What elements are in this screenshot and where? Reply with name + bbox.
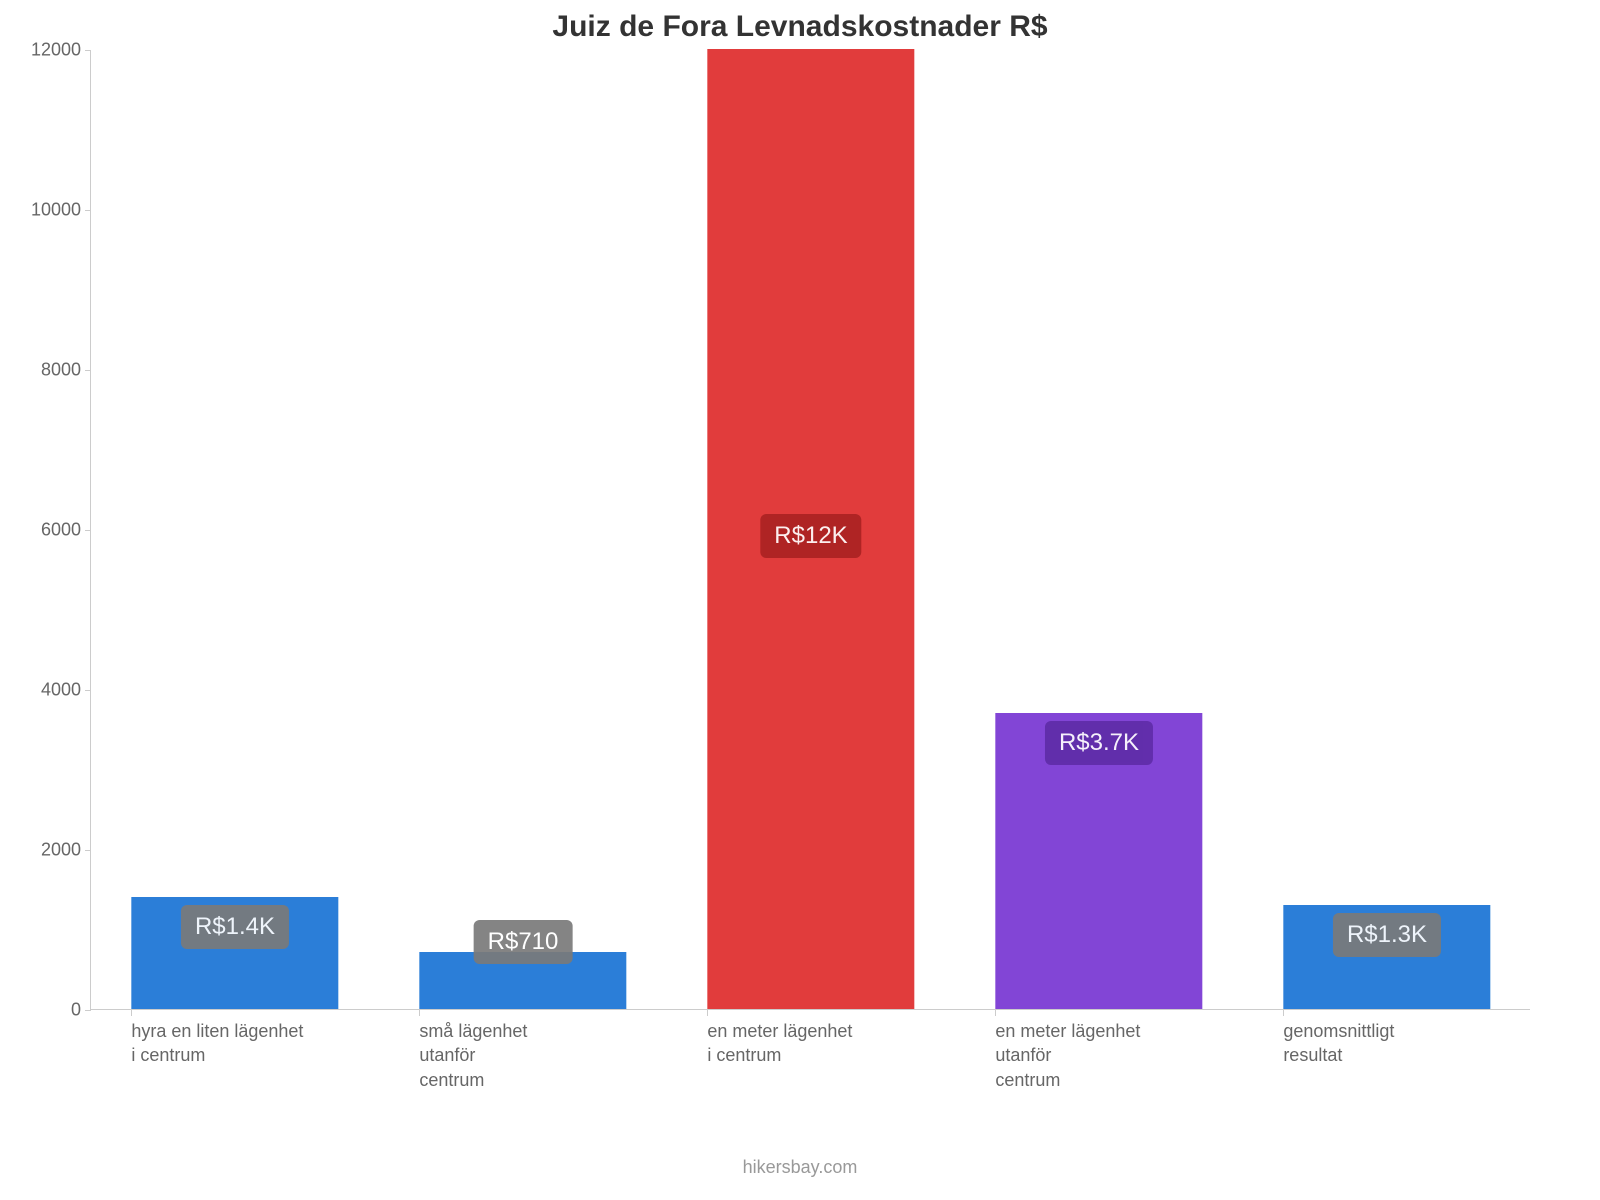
y-tick-mark [85,1010,91,1011]
bar-value-label: R$1.3K [1333,913,1441,957]
bar-slot: R$1.4Khyra en liten lägenheti centrum [91,50,379,1009]
x-axis-label: små lägenhetutanförcentrum [419,1009,646,1092]
cost-of-living-chart: Juiz de Fora Levnadskostnader R$ R$1.4Kh… [0,0,1600,1200]
y-tick-label: 0 [31,1000,81,1021]
bar-value-label: R$12K [760,514,861,558]
x-axis-label: en meter lägenhetutanförcentrum [995,1009,1222,1092]
plot-area: R$1.4Khyra en liten lägenheti centrumR$7… [90,50,1530,1010]
y-tick-mark [85,50,91,51]
bar-slot: R$1.3Kgenomsnittligtresultat [1243,50,1531,1009]
x-axis-label: hyra en liten lägenheti centrum [131,1009,358,1068]
y-tick-label: 12000 [31,40,81,61]
y-tick-label: 4000 [31,680,81,701]
bar-slot: R$12Ken meter lägenheti centrum [667,50,955,1009]
attribution-text: hikersbay.com [0,1157,1600,1178]
bar-slot: R$710små lägenhetutanförcentrum [379,50,667,1009]
y-tick-label: 6000 [31,520,81,541]
y-tick-label: 10000 [31,200,81,221]
y-tick-label: 2000 [31,840,81,861]
chart-title: Juiz de Fora Levnadskostnader R$ [0,10,1600,44]
y-tick-mark [85,850,91,851]
x-axis-label: en meter lägenheti centrum [707,1009,934,1068]
bar-value-label: R$3.7K [1045,721,1153,765]
y-tick-mark [85,690,91,691]
y-tick-label: 8000 [31,360,81,381]
bar-value-label: R$710 [474,920,573,964]
x-axis-label: genomsnittligtresultat [1283,1009,1510,1068]
bar-slot: R$3.7Ken meter lägenhetutanförcentrum [955,50,1243,1009]
y-tick-mark [85,530,91,531]
bar-value-label: R$1.4K [181,905,289,949]
y-tick-mark [85,210,91,211]
bars-container: R$1.4Khyra en liten lägenheti centrumR$7… [91,50,1530,1009]
y-tick-mark [85,370,91,371]
